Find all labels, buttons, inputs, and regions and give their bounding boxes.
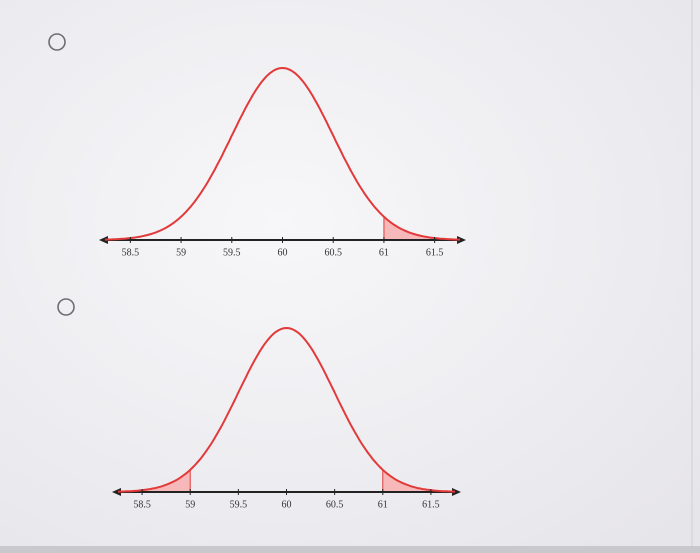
x-tick-label: 60 [282,499,292,510]
shaded-tail [383,216,460,240]
x-tick-label: 61.5 [422,499,440,510]
axis-arrow [457,236,466,244]
x-tick-label: 58.5 [133,499,151,510]
x-tick-label: 60 [278,247,288,258]
axis-arrow [452,488,461,496]
x-tick-label: 61.5 [426,247,444,258]
x-tick-label: 59 [176,247,186,258]
x-tick-label: 61 [378,499,388,510]
x-tick-label: 60.5 [326,499,344,510]
x-tick-label: 61 [379,247,389,258]
x-tick-label: 60.5 [324,247,342,258]
x-tick-label: 59 [185,499,195,510]
axis-arrow [112,488,121,496]
normal-curve [105,66,460,241]
x-tick-label: 59.5 [223,247,241,258]
shaded-tail [118,469,191,492]
x-tick-label: 58.5 [122,247,140,258]
normal-curve [118,326,455,493]
radio-button[interactable] [57,298,75,316]
shaded-tail [382,469,455,492]
bottom-bar [0,546,700,553]
radio-button[interactable] [48,33,66,51]
axis-arrow [99,236,108,244]
x-tick-label: 59.5 [230,499,248,510]
